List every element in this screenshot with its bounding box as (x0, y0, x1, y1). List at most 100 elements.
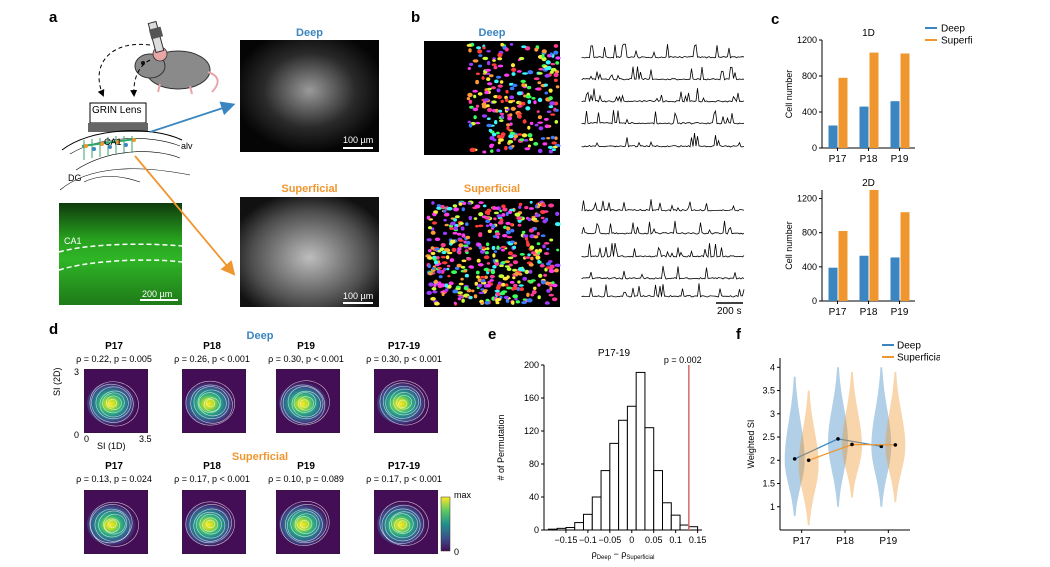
f-ytick-label: 1 (770, 502, 775, 512)
roi-cell (503, 295, 510, 300)
roi-cell (503, 225, 507, 229)
c-ytick-label: 0 (812, 296, 817, 306)
roi-cell (533, 77, 540, 81)
roi-cell (537, 283, 541, 287)
roi-cell (544, 124, 550, 129)
roi-cell (489, 274, 495, 278)
calcium-trace (581, 43, 745, 59)
roi-cell (509, 113, 513, 117)
roi-cell (552, 145, 558, 149)
roi-cell (536, 205, 540, 209)
roi-cell (476, 46, 482, 50)
e-hist-bar (679, 524, 690, 531)
roi-cell (433, 210, 439, 214)
roi-cell (460, 265, 466, 269)
roi-cell (471, 289, 475, 293)
roi-cell (543, 252, 550, 255)
roi-cell (496, 214, 502, 218)
roi-cell (519, 138, 525, 142)
calcium-trace (581, 88, 745, 104)
roi-cell (553, 44, 559, 48)
roi-cell (540, 234, 546, 237)
roi-cell (458, 239, 464, 242)
f-mean-point (806, 458, 811, 463)
roi-cell (426, 215, 431, 220)
roi-cell (508, 129, 514, 132)
roi-cell (449, 227, 455, 230)
roi-cell (455, 287, 461, 291)
roi-cell (504, 145, 508, 151)
roi-cell (546, 137, 551, 140)
roi-cell (485, 104, 490, 108)
roi-cell (536, 242, 541, 246)
roi-cell (431, 267, 435, 270)
c-xtick-label: P19 (891, 154, 909, 165)
roi-cell (505, 299, 510, 303)
roi-cell (488, 128, 493, 133)
d-superficial-title: Superficial (231, 451, 289, 463)
roi-cell (447, 274, 451, 278)
roi-cell (541, 203, 546, 207)
roi-cell (548, 149, 553, 154)
roi-cell (492, 59, 496, 62)
c-ytick-label: 0 (812, 143, 817, 153)
roi-cell (554, 222, 561, 227)
e-ylabel: # of Permutation (496, 414, 506, 480)
f-ytick-label: 4 (770, 362, 775, 372)
roi-cell (552, 283, 558, 288)
roi-cell (438, 275, 443, 279)
e-ytick-label: 80 (529, 459, 539, 469)
roi-cell (505, 89, 509, 94)
roi-cell (549, 101, 556, 106)
roi-cell (548, 260, 553, 263)
roi-cell (529, 200, 533, 204)
roi-cell (496, 245, 500, 250)
e-hist-bar (662, 502, 672, 531)
roi-cell (492, 57, 496, 60)
roi-cell (443, 248, 449, 251)
roi-cell (514, 212, 521, 217)
f-legend-label: Superficial (897, 353, 940, 364)
roi-cell (453, 226, 458, 230)
roi-cell (453, 218, 457, 222)
roi-cell (497, 52, 503, 58)
roi-cell (496, 148, 501, 153)
b-superficial-title: Superficial (463, 183, 521, 195)
c-ylabel: Cell number (784, 70, 794, 119)
e-hist-bar (618, 419, 628, 531)
c-bar-deep-p17 (828, 125, 838, 148)
roi-cell (493, 206, 499, 210)
roi-cell (540, 216, 545, 220)
roi-cell (481, 76, 485, 80)
d-plot-age-label: P19 (297, 341, 315, 352)
roi-cell (546, 288, 551, 293)
c-ytick-label: 800 (802, 228, 817, 238)
roi-cell (433, 260, 439, 265)
roi-cell (517, 267, 524, 272)
roi-cell (484, 275, 488, 279)
roi-cell (493, 65, 498, 70)
roi-cell (511, 67, 517, 72)
roi-cell (528, 228, 534, 233)
roi-cell (486, 211, 491, 216)
roi-cell (513, 134, 519, 139)
c-xtick-label: P17 (829, 307, 847, 318)
roi-cell (524, 206, 529, 210)
roi-cell (502, 276, 509, 281)
roi-cell (521, 230, 526, 234)
roi-cell (494, 120, 498, 125)
roi-cell (517, 114, 522, 119)
roi-cell (478, 64, 483, 68)
roi-cell (443, 218, 447, 222)
roi-cell (487, 107, 493, 112)
roi-cell (457, 232, 462, 236)
roi-cell (555, 108, 559, 112)
roi-cell (446, 264, 451, 268)
roi-cell (528, 269, 533, 274)
roi-cell (482, 46, 486, 50)
roi-cell (507, 116, 512, 121)
roi-cell (464, 273, 469, 278)
e-pvalue-annotation: p = 0.002 (664, 355, 702, 365)
e-ytick-label: 200 (524, 360, 539, 370)
roi-cell (461, 207, 465, 212)
